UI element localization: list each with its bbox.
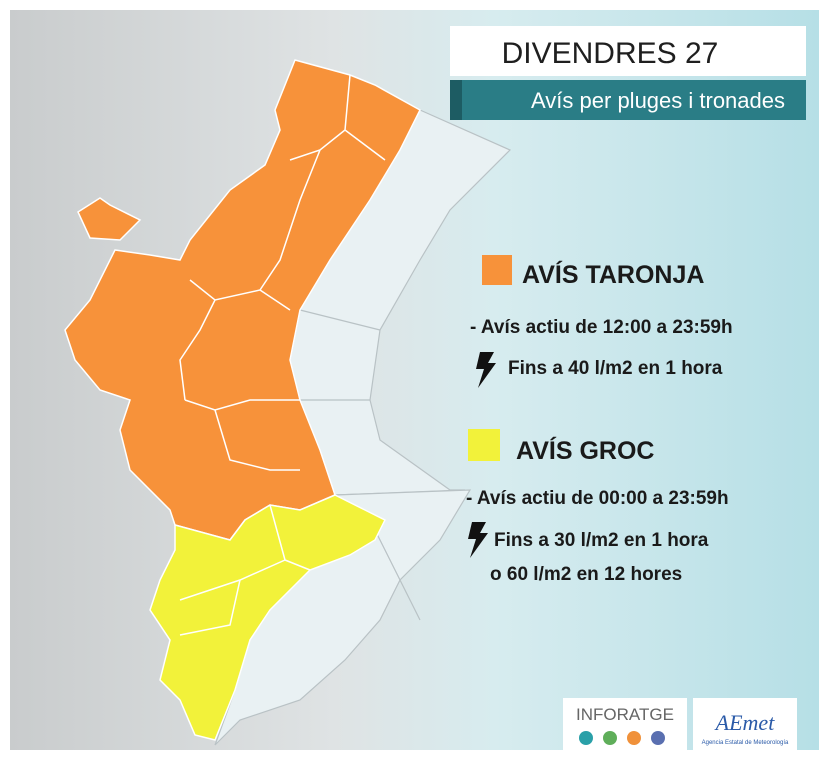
aemet-text: AEmet xyxy=(714,710,776,735)
warning-period: - Avís actiu de 12:00 a 23:59h xyxy=(470,317,733,338)
title: DIVENDRES 27 xyxy=(502,37,719,70)
logo-icon xyxy=(579,731,593,745)
logo-icon xyxy=(603,731,617,745)
logo-icon xyxy=(627,731,641,745)
warning-line: Fins a 40 l/m2 en 1 hora xyxy=(508,358,723,379)
warning-label: AVÍS GROC xyxy=(516,436,654,465)
warning-label: AVÍS TARONJA xyxy=(522,260,704,289)
warning-line: Fins a 30 l/m2 en 1 hora xyxy=(494,530,709,551)
infographic: DIVENDRES 27 Avís per pluges i tronades … xyxy=(0,0,829,760)
logo-icon xyxy=(651,731,665,745)
yellow-swatch xyxy=(468,429,500,461)
map: DIVENDRES 27 Avís per pluges i tronades … xyxy=(0,0,829,760)
warning-period: - Avís actiu de 00:00 a 23:59h xyxy=(466,488,729,509)
warning-line: o 60 l/m2 en 12 hores xyxy=(490,564,682,585)
orange-swatch xyxy=(482,255,512,285)
subtitle: Avís per pluges i tronades xyxy=(531,88,785,113)
inforatge-text: INFORATGE xyxy=(576,705,674,724)
subtitle-accent xyxy=(450,80,462,120)
aemet-subtitle: Agencia Estatal de Meteorología xyxy=(702,740,789,746)
